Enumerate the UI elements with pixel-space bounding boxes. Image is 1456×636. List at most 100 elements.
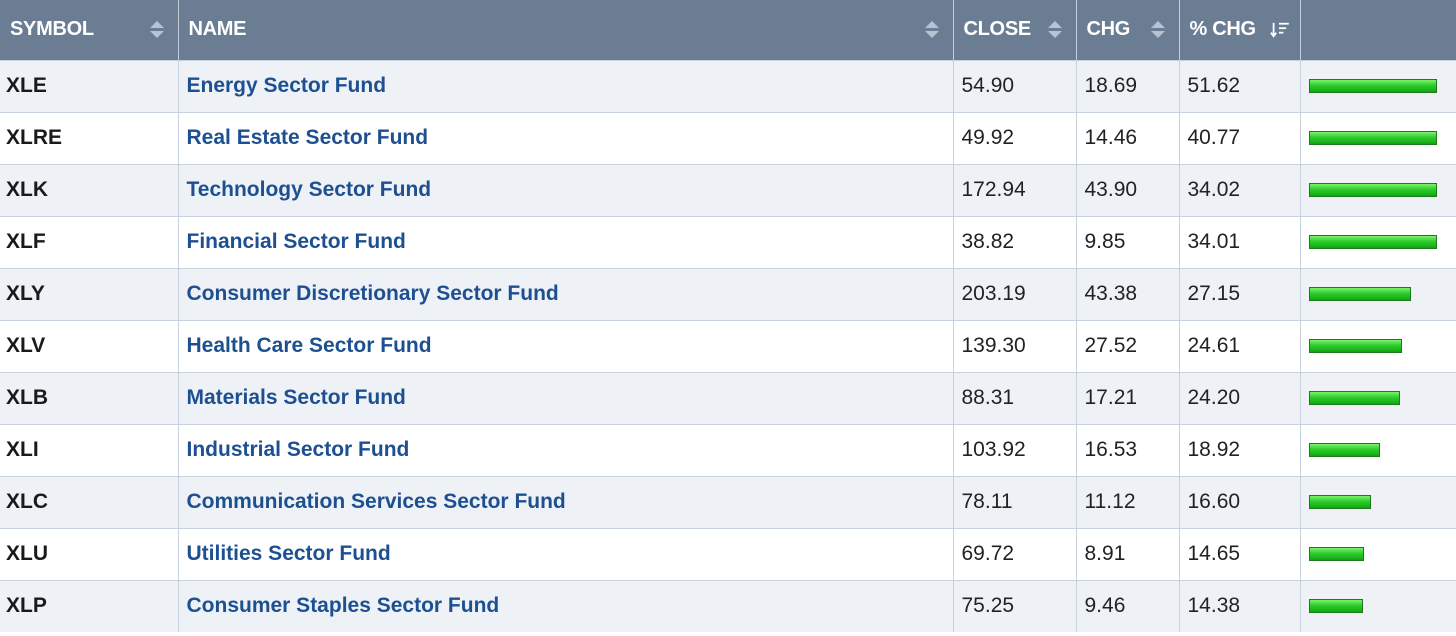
pct-chg-cell: 40.77 [1178, 111, 1300, 164]
chg-cell: 9.46 [1075, 579, 1179, 632]
table-body: XLE Energy Sector Fund 54.90 18.69 51.62 XLRE… [0, 59, 1456, 632]
performance-bar-cell [1299, 215, 1456, 268]
chg-cell: 18.69 [1075, 59, 1179, 112]
table-row[interactable]: XLI Industrial Sector Fund 103.92 16.53 18.9… [0, 423, 1456, 476]
header-row: SYMBOL NAME CLOSE CHG [0, 0, 1456, 60]
pct-chg-cell: 14.38 [1178, 579, 1300, 632]
close-cell: 69.72 [952, 527, 1076, 580]
column-header-pct-chg-label: % CHG [1189, 18, 1257, 41]
chg-cell: 11.12 [1075, 475, 1179, 528]
symbol-cell: XLRE [0, 111, 178, 164]
performance-bar-cell [1299, 475, 1456, 528]
performance-bar [1308, 547, 1364, 561]
close-cell: 103.92 [952, 423, 1076, 476]
chg-cell: 43.90 [1075, 163, 1179, 216]
symbol-cell: XLE [0, 59, 178, 112]
performance-bar [1308, 235, 1437, 249]
symbol-cell: XLV [0, 319, 178, 372]
close-cell: 139.30 [952, 319, 1076, 372]
performance-bar-cell [1299, 371, 1456, 424]
table-row[interactable]: XLE Energy Sector Fund 54.90 18.69 51.62 [0, 59, 1456, 112]
pct-chg-cell: 34.02 [1178, 163, 1300, 216]
table-row[interactable]: XLU Utilities Sector Fund 69.72 8.91 14.65 [0, 527, 1456, 580]
table-row[interactable]: XLY Consumer Discretionary Sector Fund 203… [0, 267, 1456, 320]
symbol-cell: XLB [0, 371, 178, 424]
sort-arrows-icon[interactable] [924, 21, 939, 39]
pct-chg-cell: 24.20 [1178, 371, 1300, 424]
close-cell: 203.19 [952, 267, 1076, 320]
performance-bar [1308, 443, 1380, 457]
column-header-close-label: CLOSE [963, 18, 1032, 41]
column-header-name-label: NAME [188, 18, 247, 41]
table-row[interactable]: XLRE Real Estate Sector Fund 49.92 14.46 40.… [0, 111, 1456, 164]
table-row[interactable]: XLV Health Care Sector Fund 139.30 27.52 24.… [0, 319, 1456, 372]
name-link[interactable]: Consumer Staples Sector Fund [177, 579, 953, 632]
name-link[interactable]: Financial Sector Fund [177, 215, 953, 268]
performance-bar [1308, 183, 1437, 197]
pct-chg-cell: 27.15 [1178, 267, 1300, 320]
performance-bar-cell [1299, 527, 1456, 580]
performance-bar [1308, 495, 1371, 509]
symbol-cell: XLU [0, 527, 178, 580]
column-header-chg[interactable]: CHG [1075, 0, 1179, 60]
column-header-symbol[interactable]: SYMBOL [0, 0, 178, 60]
close-cell: 75.25 [952, 579, 1076, 632]
name-link[interactable]: Communication Services Sector Fund [177, 475, 953, 528]
close-cell: 88.31 [952, 371, 1076, 424]
column-header-symbol-label: SYMBOL [10, 18, 94, 41]
sort-arrows-icon[interactable] [1047, 21, 1062, 39]
column-header-close[interactable]: CLOSE [952, 0, 1076, 60]
column-header-chg-label: CHG [1086, 18, 1131, 41]
name-link[interactable]: Utilities Sector Fund [177, 527, 953, 580]
sort-arrows-icon[interactable] [1150, 21, 1165, 39]
table-row[interactable]: XLB Materials Sector Fund 88.31 17.21 24.20 [0, 371, 1456, 424]
chg-cell: 16.53 [1075, 423, 1179, 476]
table-row[interactable]: XLC Communication Services Sector Fund 78.… [0, 475, 1456, 528]
pct-chg-cell: 34.01 [1178, 215, 1300, 268]
sort-arrows-icon[interactable] [149, 21, 164, 39]
symbol-cell: XLY [0, 267, 178, 320]
name-link[interactable]: Technology Sector Fund [177, 163, 953, 216]
chg-cell: 27.52 [1075, 319, 1179, 372]
performance-bar [1308, 339, 1402, 353]
close-cell: 49.92 [952, 111, 1076, 164]
chg-cell: 14.46 [1075, 111, 1179, 164]
chg-cell: 17.21 [1075, 371, 1179, 424]
performance-bar [1308, 391, 1400, 405]
pct-chg-cell: 14.65 [1178, 527, 1300, 580]
table-header: SYMBOL NAME CLOSE CHG [0, 0, 1456, 60]
symbol-cell: XLC [0, 475, 178, 528]
column-header-name[interactable]: NAME [177, 0, 953, 60]
chg-cell: 43.38 [1075, 267, 1179, 320]
performance-bar-cell [1299, 59, 1456, 112]
name-link[interactable]: Industrial Sector Fund [177, 423, 953, 476]
column-header-bar [1299, 0, 1456, 60]
name-link[interactable]: Consumer Discretionary Sector Fund [177, 267, 953, 320]
table-row[interactable]: XLP Consumer Staples Sector Fund 75.25 9.46… [0, 579, 1456, 632]
name-link[interactable]: Real Estate Sector Fund [177, 111, 953, 164]
performance-bar [1308, 131, 1437, 145]
performance-bar [1308, 287, 1411, 301]
name-link[interactable]: Materials Sector Fund [177, 371, 953, 424]
sort-descending-icon[interactable] [1269, 20, 1290, 40]
table-row[interactable]: XLK Technology Sector Fund 172.94 43.90 34.0… [0, 163, 1456, 216]
close-cell: 78.11 [952, 475, 1076, 528]
chg-cell: 8.91 [1075, 527, 1179, 580]
symbol-cell: XLP [0, 579, 178, 632]
name-link[interactable]: Energy Sector Fund [177, 59, 953, 112]
performance-bar-cell [1299, 579, 1456, 632]
column-header-pct-chg[interactable]: % CHG [1178, 0, 1300, 60]
chg-cell: 9.85 [1075, 215, 1179, 268]
symbol-cell: XLF [0, 215, 178, 268]
performance-bar-cell [1299, 163, 1456, 216]
table-row[interactable]: XLF Financial Sector Fund 38.82 9.85 34.01 [0, 215, 1456, 268]
performance-bar-cell [1299, 423, 1456, 476]
close-cell: 172.94 [952, 163, 1076, 216]
name-link[interactable]: Health Care Sector Fund [177, 319, 953, 372]
performance-bar-cell [1299, 111, 1456, 164]
performance-bar-cell [1299, 267, 1456, 320]
pct-chg-cell: 51.62 [1178, 59, 1300, 112]
pct-chg-cell: 24.61 [1178, 319, 1300, 372]
close-cell: 54.90 [952, 59, 1076, 112]
